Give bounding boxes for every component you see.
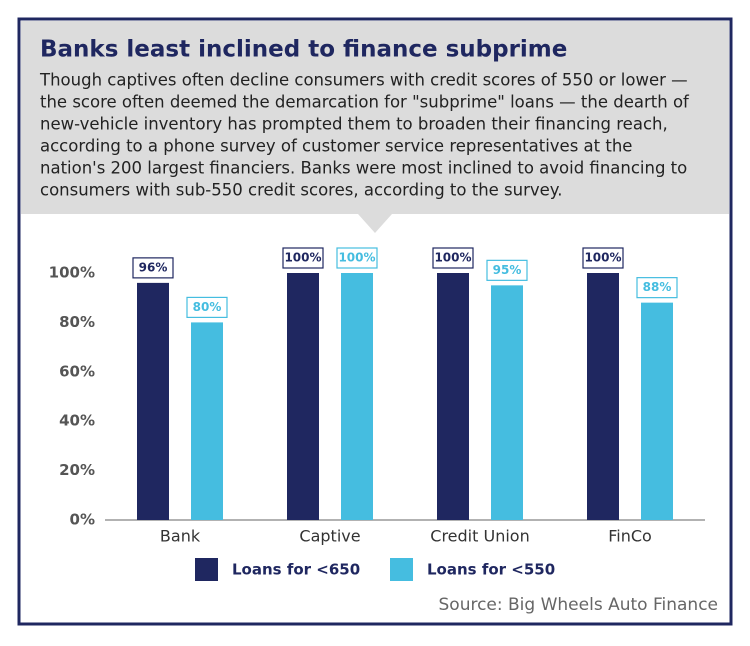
value-label-box	[186, 296, 228, 318]
subtitle-line: according to a phone survey of customer …	[40, 137, 632, 156]
subtitle-line: nation's 200 largest financiers. Banks w…	[40, 159, 687, 178]
source: Source: Big Wheels Auto Finance	[439, 595, 719, 615]
chart-title: Banks least inclined to finance subprime	[40, 37, 567, 63]
y-tick-label: 100%	[49, 264, 95, 282]
value-label: 100%	[338, 251, 375, 265]
value-label-box	[486, 259, 528, 281]
x-tick-label: Captive	[299, 527, 360, 546]
bar	[641, 302, 673, 520]
bar	[491, 285, 523, 520]
value-label-box	[282, 247, 324, 269]
value-label-box	[636, 277, 678, 299]
value-label: 88%	[643, 280, 672, 294]
bar	[137, 282, 169, 520]
legend-label: Loans for <550	[427, 561, 555, 579]
y-tick-label: 60%	[59, 362, 95, 380]
y-tick-label: 40%	[59, 412, 95, 430]
x-tick-label: Bank	[160, 527, 201, 546]
bar	[587, 273, 619, 520]
y-tick-label: 0%	[70, 511, 95, 529]
bar	[191, 322, 223, 520]
value-label: 80%	[193, 300, 222, 314]
bar	[341, 273, 373, 520]
value-label: 100%	[434, 251, 471, 265]
value-label: 96%	[139, 260, 168, 274]
subtitle-line: new-vehicle inventory has prompted them …	[40, 115, 668, 134]
y-tick-label: 80%	[59, 313, 95, 331]
value-label: 100%	[584, 251, 621, 265]
value-label-box	[582, 247, 624, 269]
value-label: 95%	[493, 263, 522, 277]
subtitle-line: the score often deemed the demarcation f…	[40, 93, 690, 112]
header-box	[21, 21, 729, 233]
bar	[437, 273, 469, 520]
bar	[287, 273, 319, 520]
x-tick-label: Credit Union	[430, 527, 529, 546]
value-label-box	[432, 247, 474, 269]
y-tick-label: 20%	[59, 461, 95, 479]
legend-label: Loans for <650	[232, 561, 360, 579]
x-tick-label: FinCo	[608, 527, 652, 546]
subtitle-line: consumers with sub-550 credit scores, ac…	[40, 181, 562, 200]
value-label-box	[132, 257, 174, 279]
value-label-box	[336, 247, 378, 269]
legend-swatch	[195, 558, 218, 581]
value-label: 100%	[284, 251, 321, 265]
subtitle-line: Though captives often decline consumers …	[39, 71, 688, 90]
legend-swatch	[390, 558, 413, 581]
